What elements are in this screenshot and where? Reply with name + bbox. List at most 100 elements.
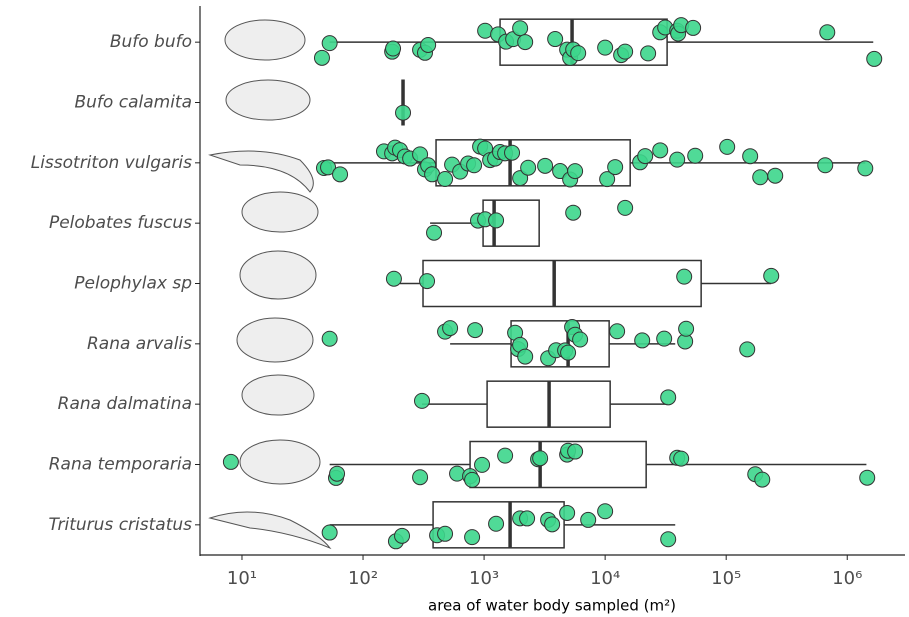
- box: [422, 259, 702, 308]
- data-point: [412, 469, 429, 486]
- data-point: [617, 199, 634, 216]
- data-point: [742, 148, 759, 165]
- data-point: [517, 34, 534, 51]
- data-point: [567, 443, 584, 460]
- x-tick-label: 10³: [469, 568, 499, 589]
- data-point: [321, 524, 338, 541]
- data-point: [763, 267, 780, 284]
- data-point: [519, 510, 536, 527]
- data-point: [567, 163, 584, 180]
- data-point: [437, 171, 454, 188]
- data-point: [607, 159, 624, 176]
- data-point: [669, 151, 686, 168]
- data-point: [313, 49, 330, 66]
- data-point: [547, 31, 564, 48]
- data-point: [678, 320, 695, 337]
- data-point: [676, 268, 693, 285]
- data-point: [467, 322, 484, 339]
- data-point: [637, 148, 654, 165]
- data-point: [565, 204, 582, 221]
- data-point: [466, 157, 483, 174]
- data-point: [426, 224, 443, 241]
- data-point: [437, 525, 454, 542]
- data-point: [673, 450, 690, 467]
- data-point: [321, 330, 338, 347]
- data-point: [321, 35, 338, 52]
- data-point: [537, 157, 554, 174]
- box: [432, 501, 565, 549]
- data-point: [385, 40, 402, 57]
- data-point: [464, 529, 481, 546]
- data-point: [474, 456, 491, 473]
- category-label: Triturus cristatus: [48, 515, 192, 535]
- x-tick-label: 10¹: [227, 568, 257, 589]
- category-label: Bufo bufo: [110, 32, 192, 52]
- data-point: [532, 450, 549, 467]
- data-point: [222, 453, 239, 470]
- data-point: [332, 166, 349, 183]
- data-point: [739, 341, 756, 358]
- category-label: Lissotriton vulgaris: [31, 153, 192, 173]
- data-point: [497, 447, 514, 464]
- data-point: [660, 389, 677, 406]
- category-label: Bufo calamita: [75, 93, 193, 113]
- data-point: [719, 138, 736, 155]
- data-point: [488, 212, 505, 229]
- data-point: [572, 331, 589, 348]
- data-point: [754, 471, 771, 488]
- x-tick-label: 10⁴: [590, 568, 620, 589]
- x-tick-label: 10⁵: [711, 568, 741, 589]
- data-point: [395, 104, 412, 121]
- data-point: [685, 19, 702, 36]
- data-point: [652, 142, 669, 159]
- data-point: [320, 159, 337, 176]
- data-point: [570, 45, 587, 62]
- data-point: [329, 465, 346, 482]
- data-point: [752, 169, 769, 186]
- x-tick-label: 10⁶: [832, 568, 862, 589]
- data-point: [597, 39, 614, 56]
- box: [469, 440, 647, 489]
- box: [510, 320, 610, 368]
- data-point: [520, 159, 537, 176]
- data-point: [819, 24, 836, 41]
- data-point: [504, 144, 521, 161]
- data-point: [640, 45, 657, 62]
- data-point: [420, 36, 437, 53]
- data-point: [859, 469, 876, 486]
- data-point: [414, 392, 431, 409]
- data-point: [488, 515, 505, 532]
- data-point: [560, 344, 577, 361]
- data-point: [656, 330, 673, 347]
- data-point: [599, 171, 616, 188]
- x-axis-title: area of water body sampled (m²): [428, 597, 676, 615]
- data-point: [617, 43, 634, 60]
- data-point: [512, 20, 529, 37]
- data-point: [517, 348, 534, 365]
- data-point: [609, 323, 626, 340]
- data-point: [580, 511, 597, 528]
- animal-icons: [208, 19, 332, 550]
- data-point: [419, 273, 436, 290]
- category-label: Rana temporaria: [49, 455, 192, 475]
- data-point: [687, 147, 704, 164]
- data-point: [866, 50, 883, 67]
- category-label: Pelobates fuscus: [49, 213, 192, 233]
- data-point: [597, 503, 614, 520]
- data-point: [660, 531, 677, 548]
- data-point: [559, 504, 576, 521]
- data-point: [544, 516, 561, 533]
- data-point: [385, 270, 402, 287]
- box: [435, 139, 631, 187]
- data-point: [442, 320, 459, 337]
- data-point: [412, 146, 429, 163]
- data-point: [767, 167, 784, 184]
- data-point: [634, 332, 651, 349]
- data-point: [464, 471, 481, 488]
- category-label: Rana dalmatina: [58, 394, 192, 414]
- x-tick-label: 10²: [348, 568, 378, 589]
- data-point: [394, 527, 411, 544]
- data-point: [857, 160, 874, 177]
- category-label: Pelophylax sp: [74, 274, 192, 294]
